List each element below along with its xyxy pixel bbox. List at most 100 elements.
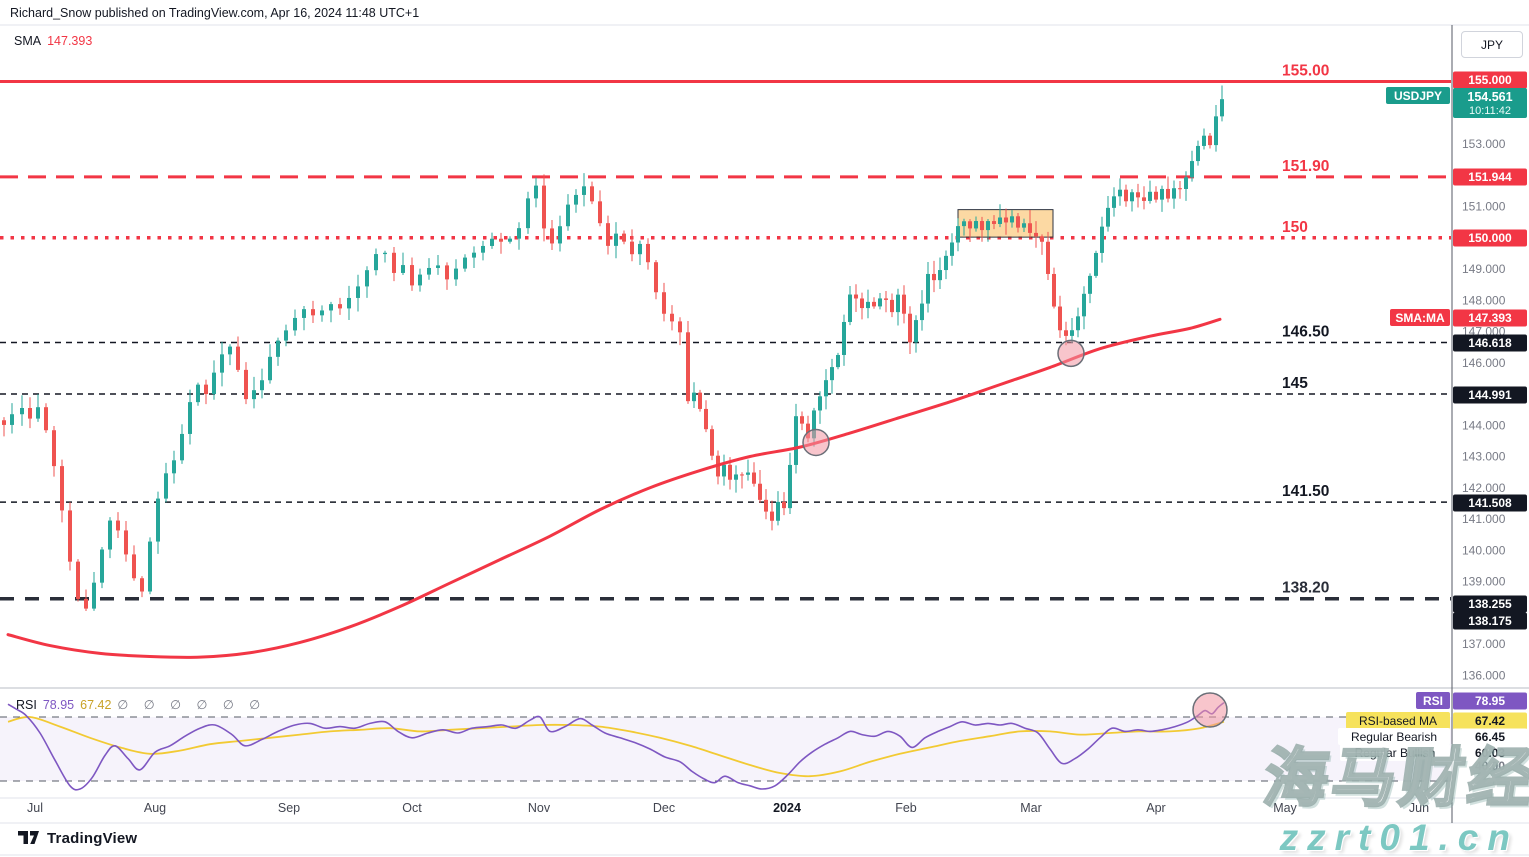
time-axis-label: Nov <box>528 801 551 815</box>
level-label: 151.90 <box>1282 158 1329 175</box>
price-badge: 141.508 <box>1453 494 1527 512</box>
price-axis[interactable]: 153.000151.000149.000148.000147.000146.0… <box>1453 71 1527 774</box>
svg-text:USDJPY: USDJPY <box>1394 89 1442 103</box>
time-axis-label: Aug <box>144 801 166 815</box>
level-label: 155.00 <box>1282 63 1329 80</box>
price-pane: 155.00 151.90 150 146.50 145 141.50 138.20 <box>0 63 1451 659</box>
axis-tick-label: 151.000 <box>1462 200 1506 214</box>
pane-label-usdjpy: USDJPY <box>1386 87 1450 104</box>
price-badge: 66.45 <box>1453 728 1527 746</box>
svg-text:146.618: 146.618 <box>1468 336 1512 350</box>
svg-text:151.944: 151.944 <box>1468 170 1512 184</box>
sma-line <box>6 317 1222 659</box>
svg-text:150.000: 150.000 <box>1468 231 1512 245</box>
axis-tick-label: 139.000 <box>1462 575 1506 589</box>
time-axis-label: Jul <box>27 801 43 815</box>
time-axis-label: Mar <box>1020 801 1042 815</box>
svg-text:SMA:MA: SMA:MA <box>1395 311 1445 325</box>
rsi-line <box>7 701 1225 791</box>
time-axis-label: May <box>1273 801 1297 815</box>
byline: Richard_Snow published on TradingView.co… <box>10 6 420 20</box>
time-axis[interactable]: Jul Aug Sep Oct Nov Dec 2024 Feb Mar Apr May Jun <box>27 801 1429 815</box>
time-axis-label: 2024 <box>773 801 801 815</box>
time-axis-label: Sep <box>278 801 300 815</box>
axis-tick-label: 141.000 <box>1462 512 1506 526</box>
price-badge: 146.618 <box>1453 334 1527 352</box>
svg-text:138.255: 138.255 <box>1468 597 1512 611</box>
sma-legend-value: 147.393 <box>47 34 93 48</box>
price-badge: 144.991 <box>1453 386 1527 404</box>
highlight-circle <box>802 428 830 457</box>
time-axis-label: Oct <box>402 801 422 815</box>
pane-label-rsi-based-ma: RSI-based MA <box>1346 712 1450 729</box>
rsi-ma-legend-value: 67.42 <box>80 698 112 712</box>
price-badge: 138.255 <box>1453 595 1527 613</box>
pane-label-regular-bearish: Regular Bearish <box>1338 728 1450 745</box>
axis-tick-label: 136.000 <box>1462 668 1506 682</box>
level-label: 138.20 <box>1282 580 1329 597</box>
rsi-pane <box>0 692 1452 791</box>
axis-tick-label: 143.000 <box>1462 450 1506 464</box>
rsi-ma-line <box>7 716 1225 778</box>
time-axis-label: Apr <box>1146 801 1165 815</box>
rsi-legend: RSI 78.95 67.42 ∅ ∅ ∅ ∅ ∅ ∅ <box>16 697 272 712</box>
highlight-circle <box>1057 339 1085 368</box>
axis-tick-label: 144.000 <box>1462 418 1506 432</box>
svg-text:155.000: 155.000 <box>1468 73 1512 87</box>
price-badge: 150.000 <box>1453 229 1527 247</box>
axis-tick-label: 137.000 <box>1462 637 1506 651</box>
price-badge: 60.03 <box>1453 744 1527 762</box>
pane-label-regular-bullish: Regular Bullish <box>1340 744 1450 761</box>
candles-layer <box>2 85 1224 611</box>
footer-logo[interactable]: TradingView <box>18 830 137 847</box>
price-badge: 78.95 <box>1453 692 1527 710</box>
svg-text:10:11:42: 10:11:42 <box>1469 105 1511 117</box>
svg-text:138.175: 138.175 <box>1468 614 1512 628</box>
svg-text:66.45: 66.45 <box>1475 730 1505 744</box>
axis-tick-label: 149.000 <box>1462 262 1506 276</box>
tradingview-icon <box>18 831 39 844</box>
currency-button[interactable]: JPY <box>1461 31 1523 58</box>
svg-text:147.393: 147.393 <box>1468 311 1512 325</box>
svg-text:141.508: 141.508 <box>1468 496 1512 510</box>
price-badge: 40.00 <box>1475 759 1505 773</box>
svg-text:RSI-based MA: RSI-based MA <box>1359 714 1437 728</box>
price-badge: 147.393 <box>1453 309 1527 327</box>
rsi-legend-empty-values: ∅ ∅ ∅ ∅ ∅ ∅ <box>117 698 267 712</box>
level-label: 145 <box>1282 375 1308 392</box>
sma-legend-label: SMA <box>14 34 42 48</box>
rsi-highlight-circle <box>1192 692 1228 728</box>
time-axis-label: Dec <box>653 801 675 815</box>
pane-label-rsi: RSI <box>1416 692 1450 709</box>
tradingview-brand-text: TradingView <box>47 830 138 847</box>
level-label: 150 <box>1282 219 1308 236</box>
level-label: 146.50 <box>1282 323 1329 340</box>
axis-tick-label: 153.000 <box>1462 137 1506 151</box>
axis-tick-label: 146.000 <box>1462 356 1506 370</box>
time-axis-label: Jun <box>1409 801 1429 815</box>
axis-tick-label: 148.000 <box>1462 293 1506 307</box>
axis-tick-label: 142.000 <box>1462 481 1506 495</box>
rsi-legend-value: 78.95 <box>42 698 75 712</box>
svg-text:144.991: 144.991 <box>1468 388 1512 402</box>
level-label: 141.50 <box>1282 483 1329 500</box>
sma-legend: SMA 147.393 <box>14 34 98 48</box>
price-badge: 151.944 <box>1453 168 1527 186</box>
svg-text:154.561: 154.561 <box>1467 90 1512 104</box>
time-axis-label: Feb <box>895 801 917 815</box>
svg-text:RSI: RSI <box>1423 694 1443 708</box>
svg-text:Regular Bullish: Regular Bullish <box>1355 746 1436 760</box>
svg-text:Regular Bearish: Regular Bearish <box>1351 730 1437 744</box>
price-badge: 138.175 <box>1453 612 1527 630</box>
price-badge: 155.000 <box>1453 71 1527 89</box>
rsi-legend-label: RSI <box>16 698 37 712</box>
svg-text:60.03: 60.03 <box>1475 746 1505 760</box>
svg-text:78.95: 78.95 <box>1475 694 1505 708</box>
axis-tick-label: 140.000 <box>1462 543 1506 557</box>
svg-text:40.00: 40.00 <box>1475 759 1505 773</box>
pane-label-sma-ma: SMA:MA <box>1390 309 1450 326</box>
svg-text:67.42: 67.42 <box>1475 714 1505 728</box>
